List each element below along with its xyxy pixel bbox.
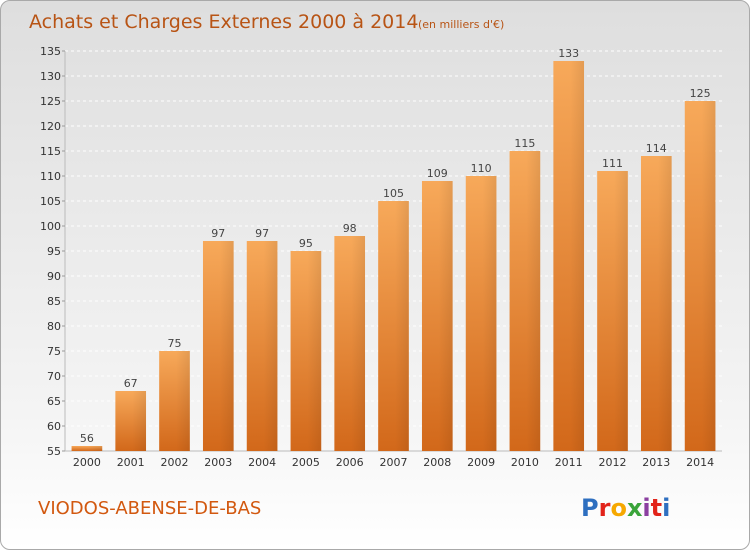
x-tick-label: 2010 bbox=[511, 456, 539, 469]
plot-area: 55 60 65 70 75 80 85 90 95 100 105 110 115 120 125 130 1… bbox=[40, 45, 722, 469]
data-label: 109 bbox=[427, 167, 448, 180]
y-tick-label: 80 bbox=[47, 320, 61, 333]
y-tick-label: 120 bbox=[40, 120, 61, 133]
y-tick-label: 135 bbox=[40, 45, 61, 58]
x-tick-label: 2000 bbox=[73, 456, 101, 469]
data-label: 67 bbox=[124, 377, 138, 390]
y-tick-label: 100 bbox=[40, 220, 61, 233]
data-label: 110 bbox=[471, 162, 492, 175]
logo-letter: i bbox=[662, 494, 670, 522]
bar-shade bbox=[438, 181, 453, 451]
x-tick-label: 2011 bbox=[555, 456, 583, 469]
x-tick-label: 2012 bbox=[599, 456, 627, 469]
logo-letter: o bbox=[610, 494, 627, 522]
data-label: 111 bbox=[602, 157, 623, 170]
y-tick-label: 55 bbox=[47, 445, 61, 458]
x-tick-label: 2008 bbox=[423, 456, 451, 469]
bar-shade bbox=[482, 176, 497, 451]
bar-shade bbox=[176, 351, 190, 451]
x-tick-label: 2007 bbox=[380, 456, 408, 469]
y-tick-label: 125 bbox=[40, 95, 61, 108]
x-tick-label: 2004 bbox=[248, 456, 276, 469]
y-tick-label: 105 bbox=[40, 195, 61, 208]
bar-shade bbox=[526, 151, 541, 451]
chart-title: Achats et Charges Externes 2000 à 2014 bbox=[29, 11, 418, 33]
place-name: VIODOS-ABENSE-DE-BAS bbox=[38, 498, 261, 519]
bar-2000 bbox=[71, 446, 103, 451]
data-label: 115 bbox=[514, 137, 535, 150]
data-label: 95 bbox=[299, 237, 313, 250]
data-label: 133 bbox=[558, 47, 579, 60]
bar-shade bbox=[570, 61, 585, 451]
y-tick-label: 60 bbox=[47, 420, 61, 433]
chart-unit: (en milliers d'€) bbox=[418, 18, 504, 31]
x-tick-label: 2002 bbox=[161, 456, 189, 469]
bar-shade bbox=[263, 241, 278, 451]
y-tick-label: 90 bbox=[47, 270, 61, 283]
proxiti-logo: Proxiti bbox=[581, 494, 670, 522]
y-tick-label: 75 bbox=[47, 345, 61, 358]
x-tick-label: 2005 bbox=[292, 456, 320, 469]
data-label: 125 bbox=[690, 87, 711, 100]
bar-shade bbox=[219, 241, 234, 451]
y-tick-label: 110 bbox=[40, 170, 61, 183]
svg-text:Proxiti: Proxiti bbox=[581, 494, 670, 522]
data-label: 75 bbox=[168, 337, 182, 350]
logo-letter: r bbox=[599, 494, 611, 522]
logo-letter: t bbox=[651, 494, 662, 522]
x-tick-label: 2014 bbox=[686, 456, 714, 469]
bar-shade bbox=[657, 156, 672, 451]
bar-shade bbox=[307, 251, 322, 451]
bar-shade bbox=[88, 446, 103, 451]
x-tick-label: 2003 bbox=[204, 456, 232, 469]
x-tick-label: 2001 bbox=[117, 456, 145, 469]
bar-shade bbox=[351, 236, 366, 451]
logo-letter: P bbox=[581, 494, 599, 522]
y-tick-label: 85 bbox=[47, 295, 61, 308]
bar-shade bbox=[614, 171, 628, 451]
y-tick-label: 95 bbox=[47, 245, 61, 258]
logo-letter: x bbox=[627, 494, 643, 522]
x-tick-label: 2013 bbox=[642, 456, 670, 469]
bar-shade bbox=[395, 201, 409, 451]
data-label: 56 bbox=[80, 432, 94, 445]
x-tick-label: 2009 bbox=[467, 456, 495, 469]
logo-letter: i bbox=[642, 494, 650, 522]
data-label: 114 bbox=[646, 142, 667, 155]
data-label: 98 bbox=[343, 222, 357, 235]
y-tick-label: 130 bbox=[40, 70, 61, 83]
y-tick-label: 70 bbox=[47, 370, 61, 383]
data-label: 97 bbox=[211, 227, 225, 240]
bar-shade bbox=[132, 391, 147, 451]
y-tick-label: 115 bbox=[40, 145, 61, 158]
data-label: 105 bbox=[383, 187, 404, 200]
data-label: 97 bbox=[255, 227, 269, 240]
x-tick-label: 2006 bbox=[336, 456, 364, 469]
y-tick-label: 65 bbox=[47, 395, 61, 408]
bar-shade bbox=[701, 101, 716, 451]
